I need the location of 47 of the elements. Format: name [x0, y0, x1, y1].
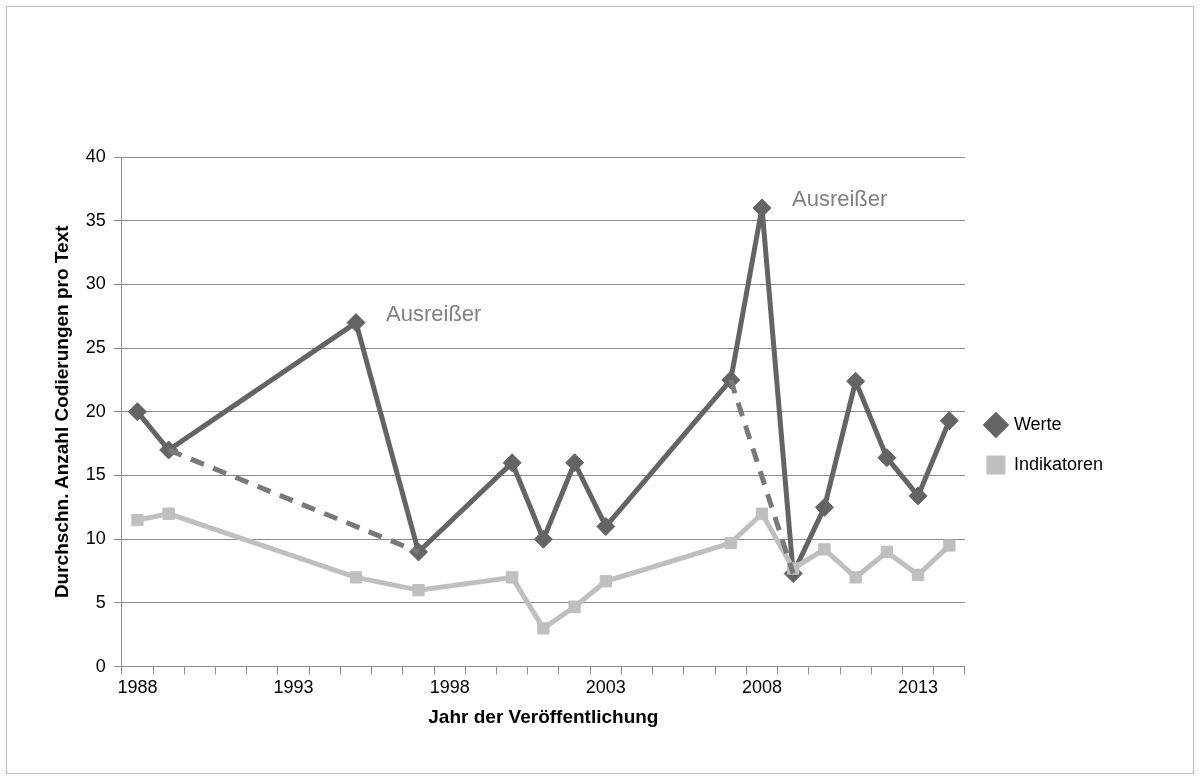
x-tick-label: 2013 [898, 677, 939, 698]
annotation: Ausreißer [791, 186, 888, 212]
point [908, 486, 928, 506]
point [412, 584, 425, 597]
x-axis-title: Jahr der Veröffentlichung [428, 705, 659, 727]
point [943, 539, 956, 552]
legend-label: Werte [1013, 413, 1062, 434]
point [818, 543, 831, 556]
point [502, 453, 522, 473]
x-tick-label: 1988 [117, 677, 158, 698]
legend-label: Indikatoren [1013, 453, 1103, 474]
y-tick-label: 40 [85, 145, 106, 166]
point [877, 448, 897, 468]
point [849, 571, 862, 584]
y-tick-label: 30 [85, 273, 106, 294]
x-tick-label: 2003 [585, 677, 626, 698]
point [533, 529, 553, 549]
y-tick-label: 5 [95, 591, 106, 612]
point [596, 516, 616, 536]
point [162, 507, 175, 520]
point [814, 497, 834, 517]
point [506, 571, 519, 584]
point [127, 402, 147, 422]
annotation: Ausreißer [386, 300, 482, 326]
point [724, 536, 737, 550]
point [565, 453, 585, 473]
point [599, 575, 612, 588]
x-tick-label: 1998 [429, 677, 470, 698]
y-tick-label: 15 [85, 464, 106, 485]
point [568, 600, 581, 613]
y-tick-label: 25 [85, 337, 106, 358]
point [880, 545, 894, 559]
point [349, 571, 363, 584]
y-tick-label: 35 [85, 209, 106, 230]
point [537, 622, 550, 635]
point [846, 371, 866, 391]
x-tick-label: 1993 [273, 677, 314, 698]
point [755, 507, 769, 520]
point [346, 313, 366, 333]
point [131, 513, 144, 527]
y-tick-label: 20 [85, 400, 106, 421]
point [939, 411, 959, 431]
x-tick-label: 2008 [741, 677, 782, 698]
y-tick-label: 10 [85, 528, 106, 549]
point [911, 568, 925, 582]
y-tick-label: 0 [95, 655, 106, 676]
y-axis-title: Durchschn. Anzahl Codierungen pro Text [50, 224, 72, 599]
